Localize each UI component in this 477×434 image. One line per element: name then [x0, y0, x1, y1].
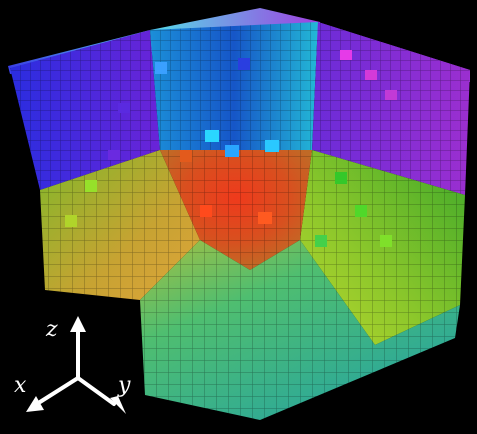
y-axis-label: y: [117, 373, 131, 398]
upper-center-wall: [150, 22, 318, 150]
floor: [45, 240, 460, 420]
inner-corner: [160, 150, 312, 270]
lower-right-wall: [300, 150, 465, 345]
voxel-steps: [65, 50, 397, 247]
x-axis-arrowhead: [26, 396, 44, 412]
x-axis-label: x: [14, 373, 27, 398]
y-axis-line: [76, 376, 116, 406]
z-axis-label: z: [45, 317, 58, 342]
lower-left-wall: [40, 150, 200, 300]
upper-right-wall: [312, 22, 470, 195]
axes-indicator: z x y: [14, 316, 131, 414]
y-axis-arrowhead: [110, 396, 126, 414]
x-axis-line: [38, 376, 80, 404]
upper-left-wall: [10, 30, 160, 190]
z-axis-arrowhead: [70, 316, 86, 332]
